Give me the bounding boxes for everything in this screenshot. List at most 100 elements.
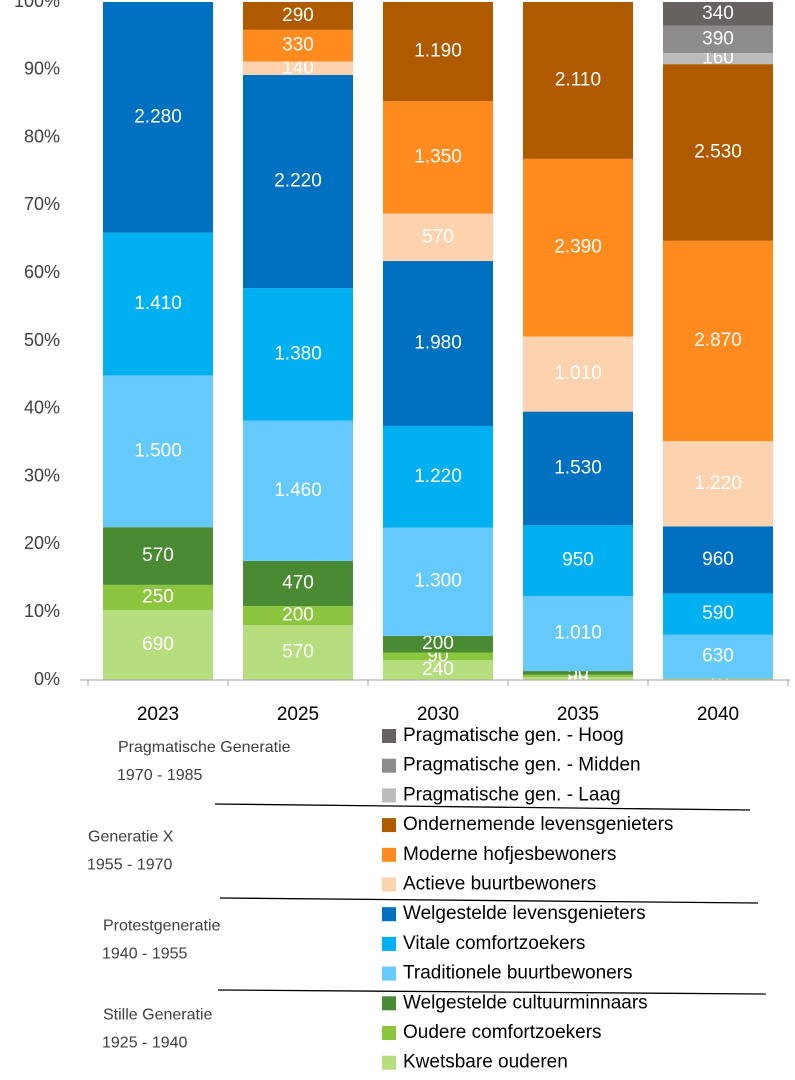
legend-label: Welgestelde levensgenieters <box>403 903 646 924</box>
data-label: 1.350 <box>414 146 462 167</box>
data-label: 330 <box>282 35 314 56</box>
y-tick-label: 60% <box>24 262 60 282</box>
legend-swatch <box>382 788 396 803</box>
bar-segment <box>103 232 213 376</box>
data-label: 340 <box>702 3 734 24</box>
bar-segment <box>663 678 773 680</box>
data-label: 290 <box>282 5 314 26</box>
legend-label: Actieve buurtbewoners <box>403 874 596 895</box>
group-name: Generatie X <box>88 828 174 845</box>
data-label: 1.380 <box>274 343 322 364</box>
data-label: 570 <box>142 545 174 566</box>
bar-segment <box>103 375 213 528</box>
bar-segment <box>103 584 213 611</box>
data-label: 570 <box>422 226 454 247</box>
bar-segment <box>523 411 633 526</box>
group-separator <box>217 989 767 995</box>
bar-segment <box>383 101 493 214</box>
bar-segment <box>663 2 773 26</box>
bar-segment <box>243 288 353 421</box>
data-label: 1.220 <box>414 466 462 487</box>
legend-label: Kwetsbare ouderen <box>403 1052 568 1073</box>
group-years: 1955 - 1970 <box>87 856 173 873</box>
group-separator <box>219 897 759 904</box>
bar-segment <box>523 677 633 680</box>
data-label: 590 <box>702 603 734 624</box>
data-label: 1.980 <box>414 333 462 354</box>
data-label: 1.190 <box>414 41 462 62</box>
legend-swatch <box>382 1055 396 1070</box>
data-label: 2.110 <box>555 69 601 90</box>
data-label: 570 <box>282 642 314 663</box>
legend-swatch <box>382 936 396 951</box>
bar-segment <box>663 52 773 65</box>
bar-segment <box>243 420 353 561</box>
bar-segment <box>523 595 633 672</box>
data-label: 690 <box>142 634 174 655</box>
legend-swatch <box>382 996 396 1011</box>
legend-label: Moderne hofjesbewoners <box>403 844 616 865</box>
bar-segment <box>523 2 633 159</box>
bar-segment <box>243 74 353 289</box>
group-name: Protestgeneratie <box>103 917 221 934</box>
legend-label: Pragmatische gen. - Laag <box>403 784 621 805</box>
bar-segment <box>663 441 773 527</box>
bar-segment <box>383 635 493 653</box>
data-label: 200 <box>422 633 454 654</box>
y-tick-label: 30% <box>24 465 60 485</box>
x-tick-label: 2040 <box>697 704 739 725</box>
bar-segment <box>243 2 353 30</box>
bar-segment <box>103 610 213 680</box>
bar-segment <box>103 527 213 585</box>
y-tick-label: 90% <box>24 59 60 79</box>
bar-segment <box>383 261 493 426</box>
group-years: 1925 - 1940 <box>102 1035 188 1052</box>
data-label: 960 <box>702 549 734 570</box>
bar-segment <box>383 2 493 102</box>
data-label: 200 <box>282 605 314 626</box>
bar-segment <box>663 25 773 53</box>
bar-segment <box>663 593 773 635</box>
data-label: 1.530 <box>554 458 602 479</box>
bar-segment <box>523 525 633 596</box>
data-label: 950 <box>562 550 594 571</box>
bar-segment <box>523 671 633 675</box>
data-label: 1.010 <box>554 363 602 384</box>
data-label: 470 <box>282 573 314 594</box>
y-tick-label: 70% <box>24 194 60 214</box>
x-tick-label: 2025 <box>277 704 319 725</box>
data-label: 1.300 <box>414 571 462 592</box>
legend-label: Traditionele buurtbewoners <box>403 963 633 984</box>
x-tick-label: 2035 <box>557 704 599 725</box>
data-label: 1.500 <box>134 440 182 461</box>
x-tick-label: 2023 <box>137 704 179 725</box>
data-label: 2.530 <box>694 141 742 162</box>
y-tick-label: 20% <box>24 533 60 553</box>
data-label: 1.460 <box>274 480 322 501</box>
bar-segment <box>383 425 493 528</box>
legend-label: Oudere comfortzoekers <box>403 1022 602 1043</box>
legend-swatch <box>382 818 396 833</box>
y-tick-label: 40% <box>24 398 60 418</box>
legend-swatch <box>382 877 396 892</box>
bar-segment <box>243 560 353 607</box>
data-label: 2.390 <box>554 237 602 258</box>
y-tick-label: 0% <box>34 669 60 689</box>
data-label: 630 <box>702 646 734 667</box>
data-label: 1.010 <box>554 623 602 644</box>
bar-segment <box>663 526 773 594</box>
bar-segment <box>103 2 213 233</box>
legend-label: Pragmatische gen. - Hoog <box>403 725 624 746</box>
data-label: 250 <box>142 587 174 608</box>
legend-swatch <box>382 758 396 773</box>
legend-swatch <box>382 907 396 922</box>
data-label: 1.220 <box>694 473 742 494</box>
legend-label: Vitale comfortzoekers <box>403 933 585 954</box>
bar-segment <box>243 606 353 626</box>
legend-label: Pragmatische gen. - Midden <box>403 755 641 776</box>
legend-swatch <box>382 966 396 981</box>
legend-label: Ondernemende levensgenieters <box>403 814 673 835</box>
data-label: 140 <box>282 57 314 78</box>
bar-segment <box>383 660 493 680</box>
